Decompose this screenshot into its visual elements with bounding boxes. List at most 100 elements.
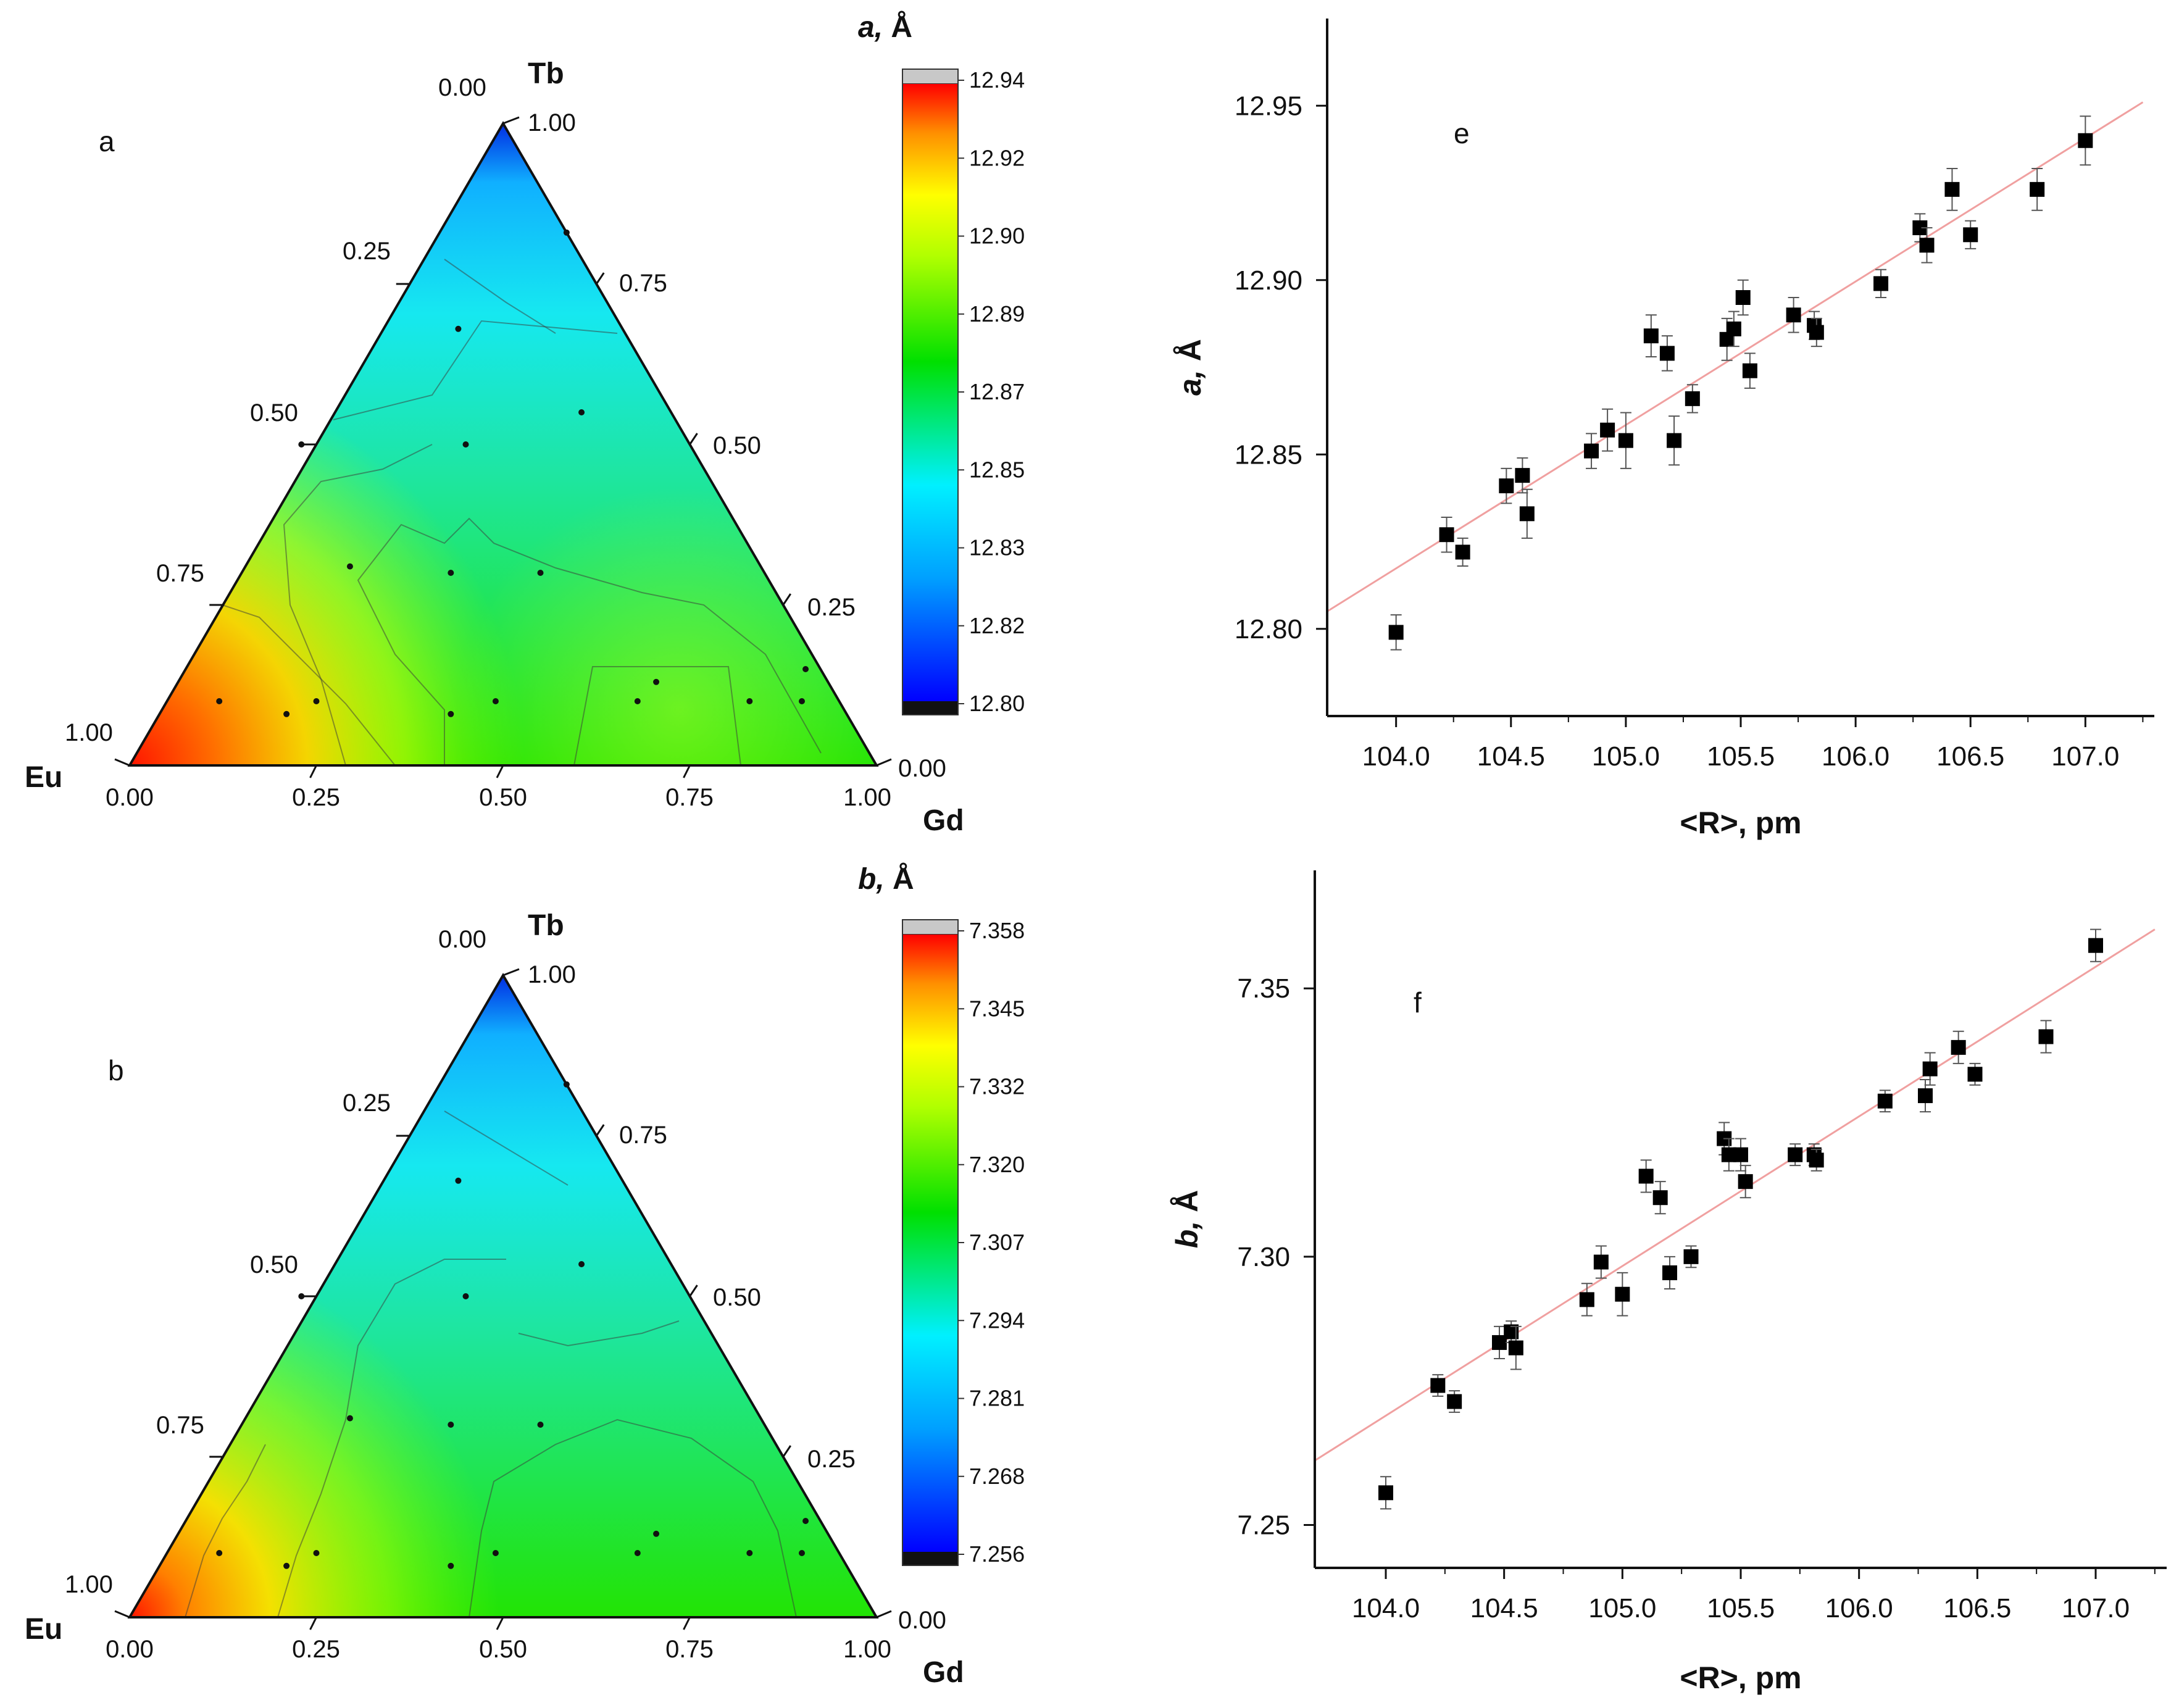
data-point-f (1951, 1039, 1966, 1055)
ternary-ticks-a (114, 116, 892, 778)
eu-tick-mark-a (114, 758, 130, 767)
sample-point-a (799, 698, 805, 704)
sample-point-b (799, 1550, 805, 1556)
colorbar-tick-label: 12.82 (969, 613, 1025, 638)
data-point-e (1600, 422, 1615, 438)
panel-label-e: e (1454, 117, 1470, 149)
scatter-plot-e: 104.0 104.5 105.0 105.5 106.0 106.5 107.0 12.80… (1173, 19, 2154, 840)
sample-point-a (216, 698, 223, 704)
x-tick-label-f: 105.5 (1707, 1593, 1775, 1623)
data-point-e (1919, 238, 1935, 253)
gd-tick-mark-b (309, 1617, 317, 1630)
data-point-e (1786, 307, 1801, 323)
sample-point-b (346, 1415, 353, 1422)
eu-tick-mark-b (689, 1285, 698, 1297)
colorbar-tick-label: 12.87 (969, 379, 1025, 404)
colorbar-tick-label: 12.90 (969, 223, 1025, 249)
tb-axis-tick-3-b: 0.75 (156, 1412, 204, 1439)
eu-axis-tick-4-a: 1.00 (528, 109, 576, 136)
x-tick-label-e: 105.5 (1707, 741, 1775, 772)
tb-axis-tick-2-b: 0.50 (250, 1251, 298, 1278)
vertex-label-eu-b: Eu (25, 1613, 62, 1646)
data-point-f (1738, 1174, 1753, 1189)
sample-point-b (563, 1081, 570, 1088)
colorbar-tick-label: 7.256 (969, 1541, 1025, 1567)
data-point-e (1515, 468, 1530, 483)
gd-axis-tick-1-b: 0.25 (292, 1636, 340, 1663)
ternary-fill-b (130, 975, 877, 1617)
eu-tick-mark-b (114, 1610, 130, 1618)
data-point-f (1733, 1147, 1748, 1162)
colorbar-gradient-b (902, 935, 958, 1552)
gd-tick-mark-b (876, 1610, 892, 1618)
vertex-label-gd-a: Gd (923, 804, 964, 837)
data-point-f (1683, 1249, 1699, 1264)
data-point-e (1873, 276, 1889, 291)
sample-point-b (578, 1261, 585, 1267)
sample-point-a (313, 698, 320, 704)
x-tick-label-e: 106.5 (1936, 741, 2004, 772)
x-tick-label-e: 104.0 (1362, 741, 1430, 772)
eu-axis-tick-3-b: 0.75 (619, 1122, 667, 1149)
eu-axis-tick-1-b: 0.25 (807, 1446, 856, 1473)
tb-axis-tick-0-a: 0.00 (438, 74, 486, 101)
vertex-label-eu-a: Eu (25, 761, 62, 794)
gd-tick-mark-a (876, 758, 892, 767)
sample-point-a (346, 563, 353, 570)
sample-point-b (634, 1550, 641, 1556)
colorbar-title-b: b, Å (858, 862, 914, 896)
colorbar-tick-label: 7.281 (969, 1386, 1025, 1411)
x-tick-label-f: 107.0 (2062, 1593, 2130, 1623)
data-point-e (1667, 433, 1682, 448)
gd-axis-tick-3-a: 0.75 (665, 784, 714, 811)
tb-axis-tick-1-b: 0.25 (343, 1089, 391, 1117)
data-point-e (1584, 443, 1599, 459)
ternary-fill-a (130, 123, 877, 765)
eu-tick-mark-a (596, 272, 605, 285)
data-point-e (1618, 433, 1633, 448)
data-point-f (2088, 938, 2103, 953)
colorbar-title-a: a, Å (858, 10, 912, 44)
sample-point-a (455, 325, 462, 332)
gd-axis-tick-3-b: 0.75 (665, 1636, 714, 1663)
colorbar-tick-label: 12.85 (969, 457, 1025, 482)
panel-label-a: a (99, 125, 115, 157)
sample-point-a (563, 229, 570, 236)
x-tick-label-e: 106.0 (1822, 741, 1889, 772)
ternary-plot-a: a Tb Eu Gd 0.00 0.25 0.50 0.75 1.00 1.00… (25, 57, 964, 837)
gd-tick-mark-b (683, 1617, 691, 1630)
colorbar-ticks-b: 7.358 7.345 7.332 7.320 7.307 7.294 7.281 7.268… (958, 918, 1025, 1567)
eu-axis-tick-0-b: 0.00 (898, 1607, 946, 1634)
data-point-f (1967, 1067, 1983, 1082)
gd-axis-tick-4-a: 1.00 (843, 784, 891, 811)
data-point-f (1788, 1147, 1803, 1162)
data-point-e (1685, 391, 1700, 406)
sample-point-b (313, 1550, 320, 1556)
sample-point-b (283, 1562, 290, 1569)
eu-axis-tick-3-a: 0.75 (619, 270, 667, 297)
sample-point-b (448, 1562, 454, 1569)
vertex-label-gd-b: Gd (923, 1656, 964, 1689)
data-point-e (1963, 227, 1978, 243)
gd-axis-tick-1-a: 0.25 (292, 784, 340, 811)
y-axis-title-e: a, Å (1173, 339, 1207, 396)
panel-label-b: b (108, 1054, 124, 1086)
data-point-e (1809, 325, 1824, 340)
x-tick-label-f: 105.0 (1588, 1593, 1656, 1623)
data-point-e (1643, 328, 1659, 344)
colorbar-tick-label: 7.268 (969, 1464, 1025, 1489)
data-point-e (2078, 133, 2093, 148)
colorbar-tick-label: 12.83 (969, 535, 1025, 560)
colorbar-tick-label: 7.320 (969, 1152, 1025, 1177)
eu-axis-tick-1-a: 0.25 (807, 594, 856, 621)
tb-axis-tick-1-a: 0.25 (343, 238, 391, 265)
scatter-plot-f: 104.0 104.5 105.0 105.5 106.0 106.5 107.0 7.25 7… (1170, 870, 2167, 1695)
x-tick-label-e: 105.0 (1592, 741, 1660, 772)
y-tick-label-e: 12.90 (1235, 265, 1302, 296)
eu-tick-mark-a (782, 593, 791, 606)
data-point-f (1918, 1088, 1933, 1104)
data-point-e (1388, 625, 1404, 640)
data-point-f (1809, 1152, 1824, 1168)
sample-point-b (653, 1530, 660, 1537)
data-point-e (1944, 181, 1960, 197)
